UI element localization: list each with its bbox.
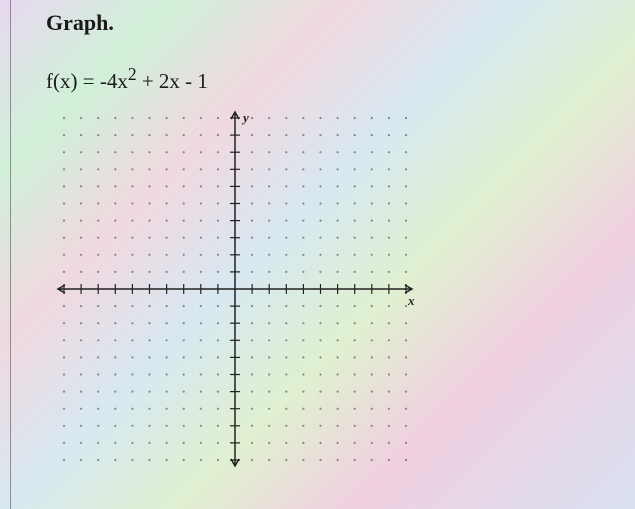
svg-text:y: y — [241, 110, 249, 125]
eq-c: - 1 — [185, 69, 208, 93]
page-title: Graph. — [46, 10, 595, 36]
function-equation: f(x) = -4x2 + 2x - 1 — [46, 64, 595, 94]
svg-text:x: x — [407, 293, 415, 308]
eq-a: -4 — [100, 69, 118, 93]
eq-prefix: f(x) = — [46, 69, 100, 93]
margin-line — [10, 0, 11, 509]
coordinate-grid: yx — [50, 104, 420, 474]
eq-b: + 2 — [142, 69, 170, 93]
